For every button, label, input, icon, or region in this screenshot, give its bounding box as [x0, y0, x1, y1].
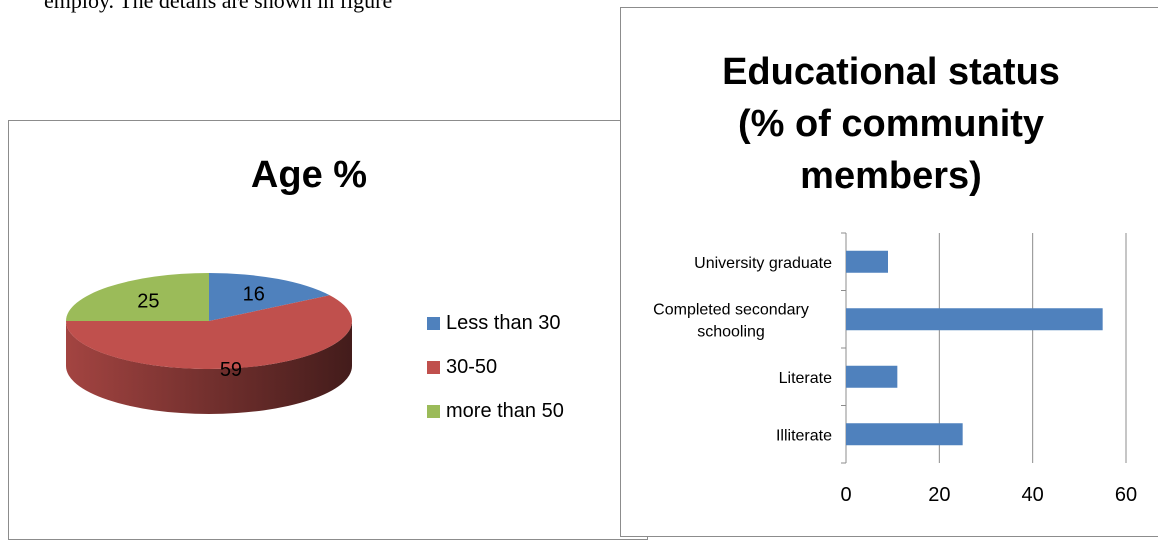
pie-plot-area: 16 59 25	[66, 273, 352, 414]
bar-plot-area: 0 20 40 60 University graduate Completed seco…	[653, 232, 1137, 506]
y-tick-label: University graduate	[694, 255, 832, 272]
legend-label: 30-50	[446, 355, 498, 378]
legend-item: 30-50	[427, 345, 564, 389]
legend-swatch	[427, 404, 440, 418]
legend-swatch	[427, 316, 440, 330]
pie-side-walls	[66, 321, 352, 414]
y-tick-label: Completed secondary	[653, 301, 809, 318]
pie-data-label: 59	[220, 359, 242, 381]
pie-slice	[66, 273, 209, 321]
bar	[846, 250, 888, 273]
document-text: employ. The details are shown in figure	[44, 0, 393, 13]
legend-item: Less than 30	[427, 301, 564, 345]
x-tick-label: 20	[928, 484, 950, 506]
bar	[846, 308, 1103, 331]
chart-title: Educational status (% of community membe…	[621, 46, 1158, 202]
pie-data-label: 16	[243, 284, 265, 306]
pie-slice-side	[66, 321, 352, 414]
chart-title-line: Educational status	[722, 51, 1060, 93]
x-tick-label: 60	[1115, 484, 1137, 506]
pie-data-label: 25	[137, 291, 159, 313]
bar	[846, 423, 963, 446]
pie-slice	[66, 295, 352, 369]
chart-title: Age %	[250, 154, 368, 196]
legend-item: more than 50	[427, 389, 564, 433]
pie-legend: Less than 30 30-50 more than 50	[427, 301, 564, 433]
y-tick-label: schooling	[697, 323, 765, 340]
chart-title-line: members)	[800, 155, 982, 197]
chart-title-line: (% of community	[737, 103, 1045, 145]
x-tick-label: 0	[840, 484, 851, 506]
bar	[846, 365, 898, 388]
legend-swatch	[427, 360, 440, 374]
pie-slice	[209, 273, 330, 321]
x-tick-label: 40	[1022, 484, 1044, 506]
age-pie-chart: Age % 16 59 25 Less than 30 30-50 more tha…	[8, 120, 648, 540]
y-tick-label: Literate	[779, 370, 832, 387]
legend-label: Less than 30	[446, 311, 561, 334]
y-tick-label: Illiterate	[776, 427, 832, 444]
legend-label: more than 50	[446, 399, 564, 422]
pie-slices	[66, 273, 352, 369]
education-bar-chart: Educational status (% of community membe…	[620, 7, 1158, 537]
